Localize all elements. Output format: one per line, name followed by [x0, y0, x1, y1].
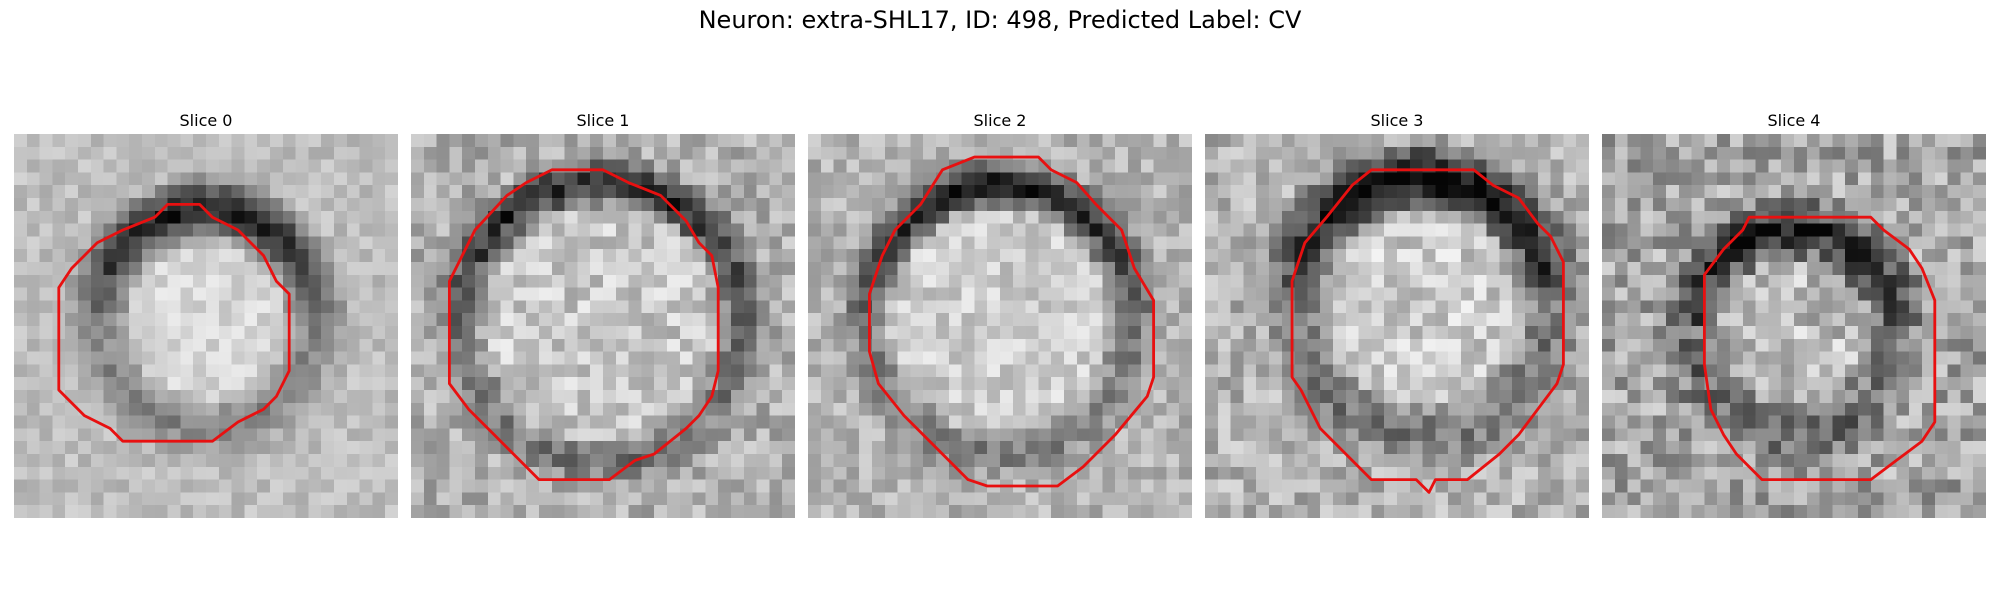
slice-title: Slice 2 [973, 111, 1027, 130]
segmentation-contour [57, 202, 291, 443]
slice-title: Slice 3 [1370, 111, 1424, 130]
slice-image [411, 134, 795, 518]
segmentation-contour [1290, 168, 1565, 494]
segmentation-contour [1702, 215, 1937, 482]
figure-title: Neuron: extra-SHL17, ID: 498, Predicted … [698, 6, 1302, 34]
slice-panel-3: Slice 3 [1205, 108, 1589, 518]
slice-title: Slice 4 [1767, 111, 1821, 130]
slice-panel-0: Slice 0 [14, 108, 398, 518]
slice-image [1205, 134, 1589, 518]
slice-image [1602, 134, 1986, 518]
segmentation-contour [868, 155, 1156, 488]
slice-panel-1: Slice 1 [411, 108, 795, 518]
slice-image [808, 134, 1192, 518]
segmentation-contour [447, 168, 720, 482]
slice-image [14, 134, 398, 518]
slice-title: Slice 0 [179, 111, 233, 130]
slice-panel-4: Slice 4 [1602, 108, 1986, 518]
slice-panel-2: Slice 2 [808, 108, 1192, 518]
slice-title: Slice 1 [576, 111, 630, 130]
